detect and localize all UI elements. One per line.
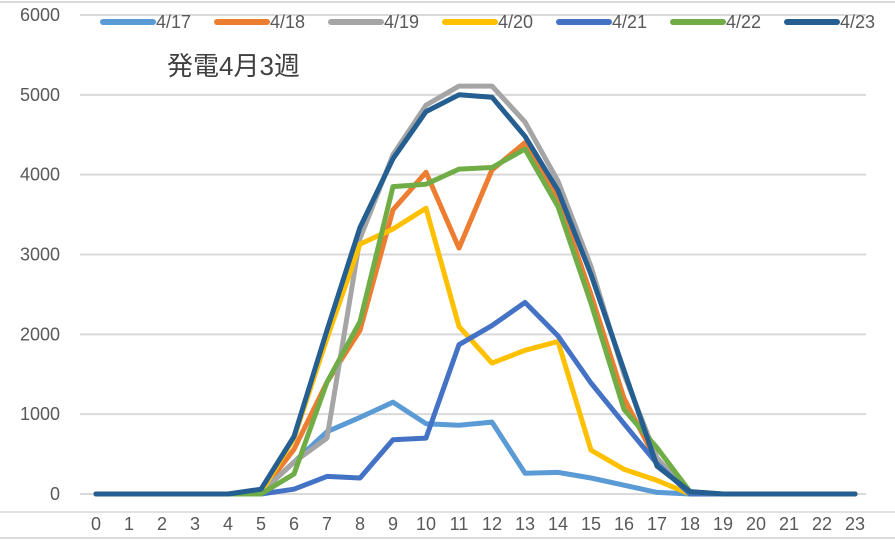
legend-label: 4/20: [498, 12, 533, 32]
x-tick-label: 5: [256, 514, 266, 534]
x-tick-label: 20: [746, 514, 766, 534]
x-tick-label: 12: [482, 514, 502, 534]
legend-label: 4/19: [384, 12, 419, 32]
x-tick-label: 15: [581, 514, 601, 534]
x-tick-label: 9: [388, 514, 398, 534]
x-tick-label: 13: [515, 514, 535, 534]
x-tick-label: 23: [845, 514, 865, 534]
chart-title: 発電4月3週: [167, 51, 300, 81]
y-tick-label: 3000: [20, 245, 60, 265]
legend-item: 4/22: [670, 12, 761, 32]
legend-item: 4/18: [214, 12, 305, 32]
y-tick-label: 2000: [20, 324, 60, 344]
legend-item: 4/17: [100, 12, 191, 32]
x-tick-label: 17: [647, 514, 667, 534]
legend-item: 4/23: [784, 12, 875, 32]
y-tick-label: 0: [50, 484, 60, 504]
x-tick-label: 14: [548, 514, 568, 534]
x-axis-labels: 0 1 2 3 4 5 6 7 8 9 10 11 12 13 14 15 16 17 18 19 20 21 22 23: [91, 514, 865, 534]
series-lines: [93, 83, 858, 497]
series-line-4-20: [93, 205, 858, 497]
x-tick-label: 11: [450, 514, 469, 534]
x-tick-label: 21: [779, 514, 799, 534]
legend: 4/17 4/18 4/19 4/20 4/21 4/22 4/23: [100, 12, 875, 32]
legend-label: 4/17: [156, 12, 191, 32]
x-tick-label: 10: [416, 514, 436, 534]
y-axis-labels: 0 1000 2000 3000 4000 5000 6000: [20, 5, 60, 504]
x-tick-label: 19: [713, 514, 733, 534]
series-line-4-22: [93, 146, 858, 497]
series-line-4-17: [93, 399, 858, 497]
series-line-4-23: [93, 92, 858, 497]
x-tick-label: 0: [91, 514, 101, 534]
legend-item: 4/20: [442, 12, 533, 32]
legend-label: 4/22: [726, 12, 761, 32]
legend-label: 4/21: [612, 12, 647, 32]
x-tick-label: 22: [812, 514, 832, 534]
series-line-4-21: [93, 299, 858, 497]
legend-label: 4/18: [270, 12, 305, 32]
x-tick-label: 7: [322, 514, 332, 534]
legend-item: 4/21: [556, 12, 647, 32]
x-tick-label: 1: [124, 514, 134, 534]
y-tick-label: 5000: [20, 85, 60, 105]
y-tick-label: 6000: [20, 5, 60, 25]
y-tick-label: 4000: [20, 165, 60, 185]
y-tick-label: 1000: [20, 404, 60, 424]
x-tick-label: 8: [355, 514, 365, 534]
x-tick-label: 4: [223, 514, 233, 534]
series-line-4-18: [93, 140, 858, 497]
legend-label: 4/23: [840, 12, 875, 32]
x-tick-label: 2: [157, 514, 167, 534]
x-tick-label: 3: [190, 514, 200, 534]
x-tick-label: 6: [289, 514, 299, 534]
x-tick-label: 18: [680, 514, 700, 534]
legend-item: 4/19: [328, 12, 419, 32]
x-tick-label: 16: [614, 514, 634, 534]
series-line-4-19: [93, 83, 858, 497]
